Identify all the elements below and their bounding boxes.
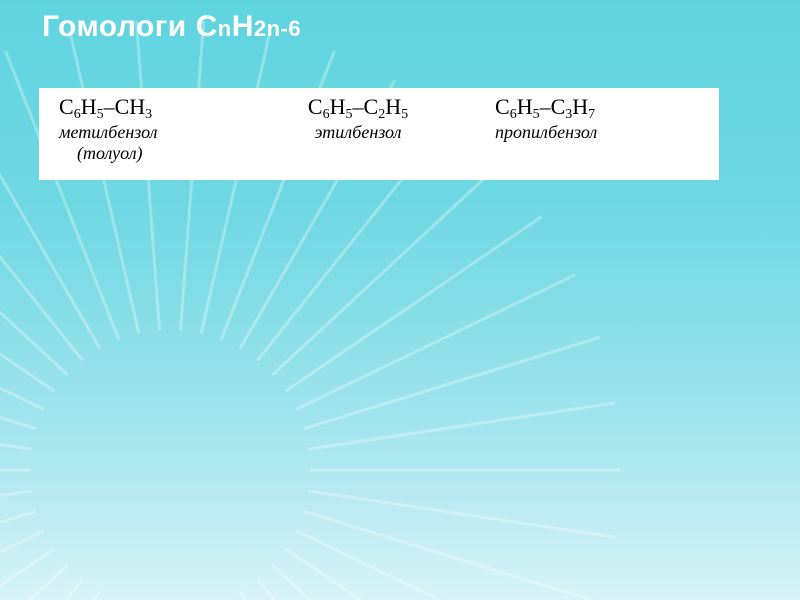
- slide-title: Гомологи CnH2n-6: [42, 10, 301, 44]
- compound-name: метилбензол: [59, 122, 157, 143]
- compounds-row: C6H5–CH3 метилбензол (толуол) C6H5–C2H5 …: [39, 88, 719, 164]
- compound-col: C6H5–C2H5 этилбензол: [243, 94, 473, 164]
- compound-name: пропилбензол: [495, 122, 597, 143]
- title-text-1: Гомологи C: [42, 10, 218, 43]
- compound-col: C6H5–CH3 метилбензол (толуол): [53, 94, 243, 164]
- title-sub-2n6: 2n-6: [254, 16, 301, 41]
- compound-formula: C6H5–C2H5: [308, 94, 408, 120]
- compounds-panel: C6H5–CH3 метилбензол (толуол) C6H5–C2H5 …: [39, 88, 719, 180]
- compound-name: этилбензол: [315, 122, 402, 143]
- title-sub-n: n: [218, 16, 232, 41]
- compound-name-alt: (толуол): [59, 143, 143, 164]
- compound-col: C6H5–C3H7 пропилбензол: [473, 94, 693, 164]
- compound-formula: C6H5–CH3: [59, 94, 152, 120]
- compound-formula: C6H5–C3H7: [495, 94, 595, 120]
- title-text-h: H: [232, 10, 254, 43]
